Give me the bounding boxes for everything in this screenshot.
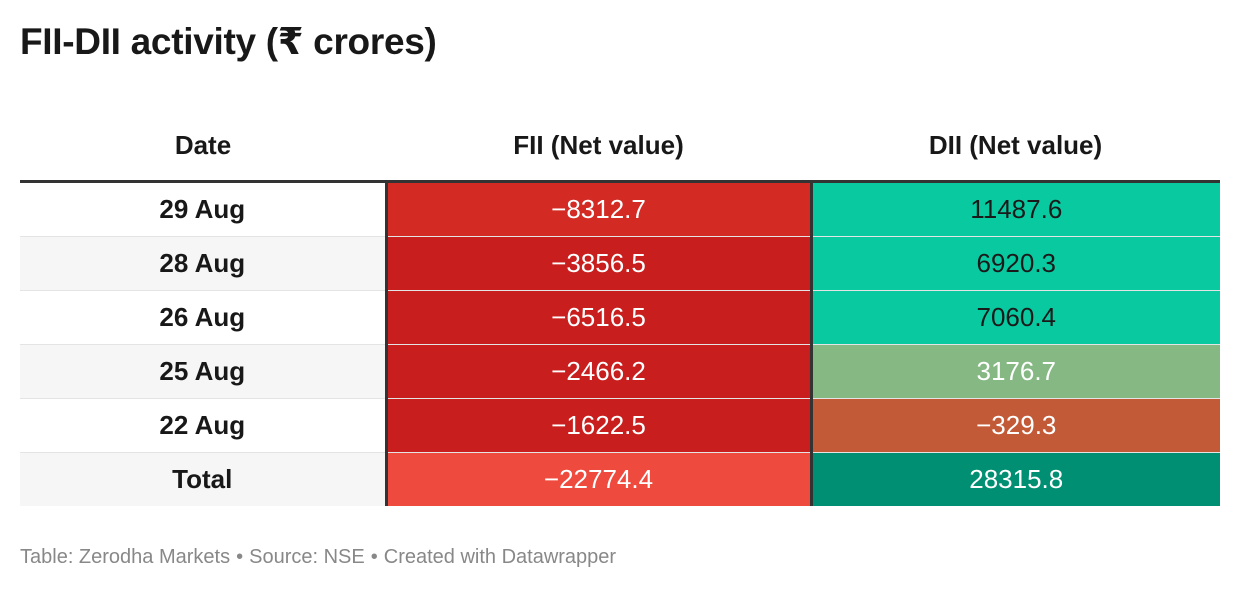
cell-dii-net-value: 11487.6 xyxy=(811,181,1220,237)
cell-date: 26 Aug xyxy=(20,290,388,345)
table-total-row: Total −22774.4 28315.8 xyxy=(20,452,1220,506)
cell-fii-net-value: −6516.5 xyxy=(386,290,813,345)
cell-date: 28 Aug xyxy=(20,236,388,291)
footer-table-label: Table: Zerodha Markets xyxy=(20,546,231,568)
footer-separator: • xyxy=(370,546,378,568)
cell-fii-net-value: −8312.7 xyxy=(386,181,813,237)
cell-dii-net-value: 7060.4 xyxy=(811,290,1220,345)
cell-date: 22 Aug xyxy=(20,398,388,453)
table-row: 26 Aug −6516.5 7060.4 xyxy=(20,290,1220,345)
column-header-dii[interactable]: DII (Net value) xyxy=(811,110,1220,183)
cell-dii-net-value: −329.3 xyxy=(811,398,1220,453)
footer-separator: • xyxy=(236,546,244,568)
table-row: 25 Aug −2466.2 3176.7 xyxy=(20,344,1220,399)
column-header-fii[interactable]: FII (Net value) xyxy=(386,110,811,183)
fii-dii-table: Date FII (Net value) DII (Net value) 29 … xyxy=(20,110,1220,506)
chart-footer: Table: Zerodha Markets • Source: NSE • Creat… xyxy=(20,546,616,569)
table-body: 29 Aug −8312.7 11487.6 28 Aug −3856.5 6920.3 2… xyxy=(20,181,1220,506)
table-header-row: Date FII (Net value) DII (Net value) xyxy=(20,110,1220,183)
table-row: 28 Aug −3856.5 6920.3 xyxy=(20,236,1220,291)
cell-fii-net-value: −22774.4 xyxy=(386,452,813,506)
cell-fii-net-value: −2466.2 xyxy=(386,344,813,399)
cell-date: 29 Aug xyxy=(20,181,388,237)
table-row: 22 Aug −1622.5 −329.3 xyxy=(20,398,1220,453)
cell-date: 25 Aug xyxy=(20,344,388,399)
cell-fii-net-value: −3856.5 xyxy=(386,236,813,291)
cell-dii-net-value: 6920.3 xyxy=(811,236,1220,291)
footer-created-with[interactable]: Created with Datawrapper xyxy=(383,546,617,568)
cell-dii-net-value: 3176.7 xyxy=(811,344,1220,399)
cell-dii-net-value: 28315.8 xyxy=(811,452,1220,506)
table-row: 29 Aug −8312.7 11487.6 xyxy=(20,181,1220,237)
cell-fii-net-value: −1622.5 xyxy=(386,398,813,453)
chart-title: FII-DII activity (₹ crores) xyxy=(20,21,437,62)
cell-date: Total xyxy=(20,452,388,506)
footer-source: Source: NSE xyxy=(249,546,365,568)
column-header-date[interactable]: Date xyxy=(20,110,386,183)
